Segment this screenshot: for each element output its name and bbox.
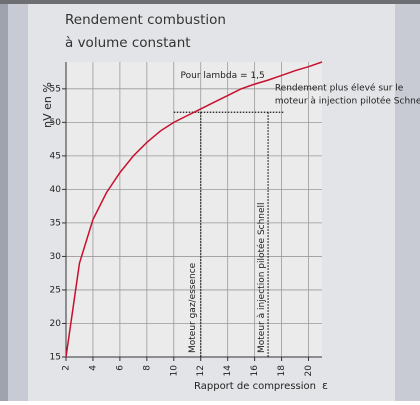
vertical-label: Moteur gaz/essence	[188, 262, 198, 353]
y-tick-label: 45	[50, 151, 61, 161]
x-tick-label: 18	[277, 365, 287, 377]
y-tick-label: 25	[50, 285, 61, 295]
x-tick-label: 12	[196, 365, 206, 376]
y-tick-label: 15	[50, 353, 61, 363]
x-tick-label: 2	[62, 365, 72, 371]
y-tick-label: 40	[50, 185, 62, 195]
x-tick-label: 16	[250, 365, 260, 377]
annotation: moteur à injection pilotée Schnell	[275, 95, 420, 106]
y-tick-label: 55	[50, 84, 61, 94]
annotation: Rendement plus élevé sur le	[275, 83, 404, 94]
y-tick-label: 30	[50, 252, 62, 262]
x-axis-label: Rapport de compression	[194, 381, 316, 392]
screenshot: Rendement combustion à volume constant R…	[0, 0, 420, 401]
y-tick-label: 35	[50, 218, 61, 228]
x-tick-label: 6	[115, 365, 125, 371]
x-tick-label: 4	[88, 365, 98, 371]
chart-title: à volume constant	[65, 35, 191, 51]
x-tick-label: 10	[169, 365, 179, 377]
x-tick-label: 8	[142, 365, 152, 371]
y-tick-label: 20	[50, 319, 62, 329]
y-tick-label: 50	[50, 118, 62, 128]
x-axis-symbol: ε	[322, 379, 328, 392]
top-strip	[0, 0, 420, 4]
chart-title: Rendement combustion	[65, 12, 226, 28]
x-tick-label: 20	[304, 365, 314, 377]
vertical-label: Moteur à injection pilotée Schnell	[256, 202, 267, 353]
annotation: Pour lambda = 1,5	[181, 71, 265, 81]
left-strip	[0, 0, 8, 401]
x-tick-label: 14	[223, 365, 233, 377]
